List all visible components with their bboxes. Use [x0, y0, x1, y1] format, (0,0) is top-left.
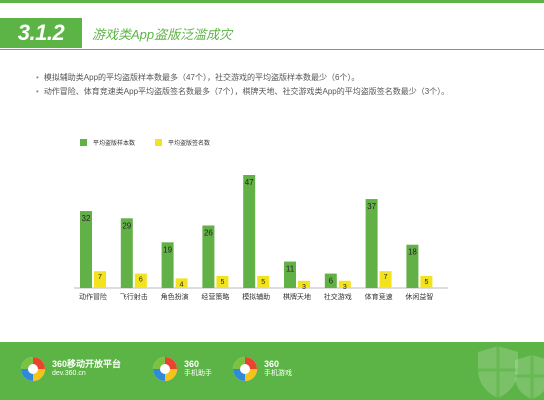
page-title: 游戏类App盗版泛滥成灾 [92, 27, 233, 42]
data-label-signatures: 4 [180, 281, 184, 288]
top-accent-bar [0, 0, 544, 3]
legend-label-signatures: 平均盗版签名数 [168, 141, 211, 147]
bullet-dot-icon: • [36, 73, 39, 82]
bullet-text: 模拟辅助类App的平均盗版样本数最多（47个），社交游戏的平均盗版样本数最少（6… [43, 73, 360, 82]
bar-signatures [338, 280, 351, 288]
data-label-signatures: 6 [139, 277, 143, 284]
brand-line1: 360移动开放平台 [52, 359, 122, 369]
brand-mobile-games[interactable]: 360 手机游戏 [232, 356, 292, 382]
x-tick-label: 飞行射击 [120, 292, 148, 301]
brand-dev360[interactable]: 360移动开放平台 dev.360.cn [20, 356, 121, 382]
data-label-samples: 11 [286, 265, 295, 274]
summary-bullets: • 模拟辅助类App的平均盗版样本数最多（47个），社交游戏的平均盗版样本数最少… [36, 71, 536, 99]
bar-samples [161, 242, 174, 288]
bullet-dot-icon: • [36, 87, 39, 96]
data-label-samples: 26 [204, 228, 213, 237]
legend-item-signatures: 平均盗版签名数 [155, 138, 210, 147]
legend-item-samples: 平均盗版样本数 [80, 138, 135, 147]
bar-signatures [257, 275, 270, 288]
brand-line2: dev.360.cn [52, 370, 86, 377]
x-tick-label: 角色扮演 [161, 292, 189, 301]
360-ball-logo-icon [153, 357, 177, 381]
footer-band: 360移动开放平台 dev.360.cn 360 手机助手 360 [0, 342, 544, 400]
bar-signatures [298, 280, 310, 288]
x-tick-label: 模拟辅助 [242, 292, 270, 301]
data-label-samples: 37 [367, 202, 376, 211]
bar-samples [324, 273, 337, 288]
brand-mobile-assistant[interactable]: 360 手机助手 [152, 356, 212, 382]
bar-samples [243, 175, 256, 288]
data-label-samples: 32 [82, 214, 91, 223]
x-tick-label: 社交游戏 [324, 292, 352, 301]
bullet-item: • 动作冒险、体育竞速类App平均盗版签名数最多（7个），棋牌天地、社交游戏类A… [36, 85, 536, 99]
shield-icon [515, 355, 544, 399]
bar-samples [365, 199, 378, 288]
x-tick-label: 休闲益智 [405, 292, 433, 301]
section-number-block: 3.1.2 [0, 18, 82, 48]
bar-chart: 327动作冒险296飞行射击194角色扮演265经营策略475模拟辅助113棋牌… [74, 175, 448, 301]
bar-signatures [420, 275, 433, 288]
bar-samples [284, 261, 296, 288]
bullet-text: 动作冒险、体育竞速类App平均盗版签名数最多（7个），棋牌天地、社交游戏类App… [43, 87, 450, 96]
x-tick-label: 棋牌天地 [283, 292, 311, 301]
data-label-signatures: 5 [424, 279, 428, 286]
brand-line1: 360 [264, 359, 280, 369]
brand-line2: 手机游戏 [264, 370, 292, 377]
x-tick-label: 动作冒险 [79, 292, 107, 301]
legend-label-samples: 平均盗版样本数 [93, 141, 136, 147]
data-label-samples: 19 [163, 245, 172, 254]
data-label-signatures: 5 [220, 279, 224, 286]
bar-signatures [216, 275, 229, 288]
title-divider [0, 49, 544, 50]
legend-swatch-signatures [155, 139, 163, 146]
x-tick-label: 体育竞速 [365, 292, 393, 301]
bar-samples [202, 225, 215, 288]
bar-samples [120, 218, 133, 288]
bar-signatures [134, 273, 147, 288]
bar-samples [406, 244, 419, 288]
bar-signatures [379, 271, 392, 288]
360-ball-logo-icon [21, 357, 45, 381]
data-label-samples: 47 [245, 178, 254, 187]
shield-icon [478, 346, 518, 398]
data-label-signatures: 5 [261, 279, 265, 286]
360-ball-logo-icon [233, 357, 257, 381]
data-label-signatures: 7 [98, 274, 102, 281]
chart-legend: 平均盗版样本数 平均盗版签名数 [80, 138, 210, 147]
section-number: 3.1.2 [17, 20, 65, 45]
brand-line1: 360 [184, 359, 200, 369]
brand-line2: 手机助手 [184, 370, 212, 377]
bar-samples [80, 211, 92, 288]
data-label-samples: 6 [329, 277, 334, 286]
legend-swatch-samples [80, 139, 87, 146]
data-label-samples: 18 [408, 248, 417, 257]
data-label-samples: 29 [122, 221, 131, 230]
bar-signatures [175, 278, 188, 288]
bar-signatures [94, 271, 106, 288]
data-label-signatures: 3 [302, 284, 306, 291]
x-tick-label: 经营策略 [201, 292, 229, 301]
data-label-signatures: 3 [343, 284, 347, 291]
bullet-item: • 模拟辅助类App的平均盗版样本数最多（47个），社交游戏的平均盗版样本数最少… [36, 71, 536, 85]
data-label-signatures: 7 [384, 274, 388, 281]
